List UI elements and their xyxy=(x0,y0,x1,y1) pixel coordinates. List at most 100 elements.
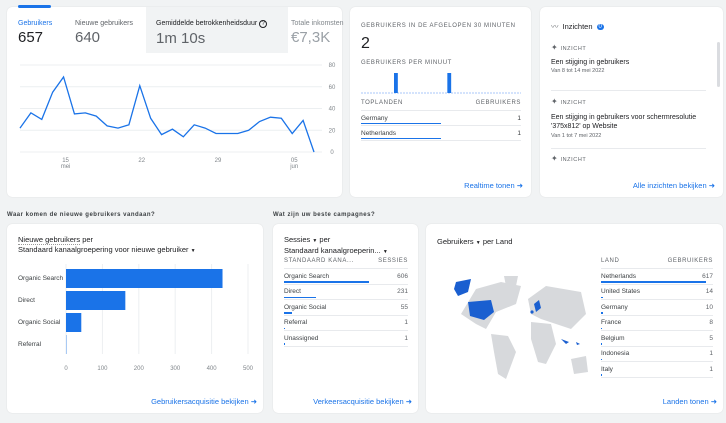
row-label: France xyxy=(601,319,622,327)
share-bar xyxy=(601,358,602,360)
share-bar xyxy=(601,296,604,298)
row-value: 606 xyxy=(397,272,408,280)
y-tick-label: 80 xyxy=(329,63,336,69)
row-value: 10 xyxy=(705,303,713,311)
toplanden-table: Toplanden Gebruikers Germany 1 Netherlands… xyxy=(361,96,521,141)
share-bar xyxy=(284,281,369,283)
tab-value: €7,3K xyxy=(291,29,331,46)
realtime-link[interactable]: Realtime tonen ➜ xyxy=(464,181,523,190)
row-value: 231 xyxy=(397,288,408,296)
insight-title: Een stijging in gebruikers xyxy=(551,59,630,66)
row-label: Referral xyxy=(284,319,308,327)
insight-sub: Van 1 tot 7 mei 2022 xyxy=(551,133,602,139)
x-tick-label: 0 xyxy=(64,366,68,372)
minute-bar xyxy=(447,73,452,93)
tab-value: 1m 10s xyxy=(156,30,206,47)
realtime-value: 2 xyxy=(361,35,370,52)
campaigns-table: Standaard kana... Sessies Organic Search 6… xyxy=(284,254,408,347)
dimension-selector[interactable]: Sessies ▼ per Standaard kanaalgroeperin.… xyxy=(284,235,388,255)
table-row[interactable]: Netherlands 1 xyxy=(361,126,521,141)
x-tick-sublabel: jun xyxy=(289,164,298,170)
table-row[interactable]: Germany 1 xyxy=(361,111,521,126)
x-tick-sublabel: mei xyxy=(61,164,71,170)
row-label: Netherlands xyxy=(601,272,637,280)
table-row[interactable]: France 8 xyxy=(601,316,713,331)
row-label: Direct xyxy=(284,288,301,296)
table-row[interactable]: Germany 10 xyxy=(601,300,713,316)
col-header: Land xyxy=(601,258,620,264)
table-row[interactable]: Organic Search 606 xyxy=(284,269,408,285)
share-bar xyxy=(284,312,292,314)
table-row[interactable]: Referral 1 xyxy=(284,316,408,331)
campaigns-card: Sessies ▼ per Standaard kanaalgroeperin.… xyxy=(273,224,418,413)
tab-nieuwe-gebruikers[interactable]: Nieuwe gebruikers 640 xyxy=(75,20,133,46)
table-row[interactable]: Italy 1 xyxy=(601,362,713,378)
dropdown-icon: ▼ xyxy=(190,248,196,254)
share-bar xyxy=(284,327,285,329)
section-heading: Waar komen de nieuwe gebruikers vandaan? xyxy=(7,212,156,218)
tab-value: 657 xyxy=(18,29,44,46)
tab-betrokkenheidsduur[interactable]: Gemiddelde betrokkenheidsduur ? 1m 10s xyxy=(146,7,288,53)
new-users-bar-chart[interactable]: 0 100 200 300 400 500 Organic Search Direct Orga… xyxy=(7,264,263,379)
x-tick-label: 300 xyxy=(170,366,181,372)
countries-link[interactable]: Landen tonen ➜ xyxy=(662,397,717,406)
table-row[interactable]: Unassigned 1 xyxy=(284,331,408,347)
x-tick-label: 500 xyxy=(243,366,254,372)
share-bar xyxy=(284,343,285,345)
sparkle-icon: ✦ xyxy=(551,97,559,106)
share-bar xyxy=(361,137,441,139)
insight-item[interactable]: ✦ Inzicht Een stijging in gebruikers Van… xyxy=(551,43,711,74)
x-tick-label: 29 xyxy=(215,158,222,164)
row-label: Italy xyxy=(601,365,613,373)
table-row[interactable]: Organic Social 55 xyxy=(284,300,408,316)
minute-bar xyxy=(394,73,398,93)
row-label: Germany xyxy=(601,303,628,311)
table-row[interactable]: Direct 231 xyxy=(284,285,408,300)
countries-table: Land Gebruikers Netherlands 617 United Stat… xyxy=(601,254,713,378)
bar-organic-search xyxy=(66,269,223,288)
y-tick-label: 60 xyxy=(329,85,336,91)
row-value: 1 xyxy=(709,365,713,373)
row-value: 55 xyxy=(400,303,408,311)
tab-gebruikers[interactable]: Gebruikers 657 xyxy=(18,20,52,46)
help-icon[interactable]: ? xyxy=(259,20,268,28)
insights-card: 〰 Inzichten 0 ✦ Inzicht Een stijging in … xyxy=(540,7,723,197)
insights-link[interactable]: Alle inzichten bekijken ➜ xyxy=(632,181,715,190)
y-tick-label: 20 xyxy=(329,128,336,134)
share-bar xyxy=(601,312,603,314)
category-label: Organic Search xyxy=(18,275,64,282)
active-tab-indicator xyxy=(18,5,51,8)
insight-item[interactable]: ✦ Inzicht xyxy=(551,154,587,163)
table-row[interactable]: United States 14 xyxy=(601,285,713,300)
user-acquisition-link[interactable]: Gebruikersacquisitie bekijken ➜ xyxy=(151,397,257,406)
table-row[interactable]: Netherlands 617 xyxy=(601,269,713,285)
table-row[interactable]: Belgium 5 xyxy=(601,331,713,347)
realtime-card: Gebruikers in de afgelopen 30 minuten 2 … xyxy=(350,7,531,197)
table-row[interactable]: Indonesia 1 xyxy=(601,347,713,362)
row-label: Unassigned xyxy=(284,334,319,342)
scrollbar[interactable] xyxy=(717,42,720,87)
row-label: Organic Social xyxy=(284,303,327,311)
row-value: 617 xyxy=(702,272,713,280)
per-minute-label: Gebruikers per minuut xyxy=(361,60,452,66)
tab-label: Nieuwe gebruikers xyxy=(75,20,133,27)
col-header: Toplanden xyxy=(361,100,403,106)
insight-item[interactable]: ✦ Inzicht Een stijging in gebruikers voo… xyxy=(551,97,711,139)
row-value: 1 xyxy=(404,319,408,327)
world-map[interactable] xyxy=(446,274,591,389)
share-bar xyxy=(601,281,706,283)
x-tick-label: 22 xyxy=(138,158,145,164)
share-bar xyxy=(601,374,602,376)
row-value: 1 xyxy=(709,350,713,358)
insights-badge: 0 xyxy=(596,23,604,30)
metric-selector[interactable]: Gebruikers ▼ per Land xyxy=(437,237,513,246)
traffic-acquisition-link[interactable]: Verkeersacquisitie bekijken ➜ xyxy=(313,397,412,406)
category-label: Organic Social xyxy=(18,319,61,326)
y-tick-label: 40 xyxy=(329,107,336,113)
tab-totale-inkomsten[interactable]: Totale inkomsten €7,3K xyxy=(291,20,344,46)
row-value: 8 xyxy=(709,319,713,327)
dimension-selector[interactable]: Nieuwe gebruikers per Standaard kanaalgr… xyxy=(18,235,196,254)
share-bar xyxy=(284,296,317,298)
x-tick-label: 15 xyxy=(62,158,69,164)
